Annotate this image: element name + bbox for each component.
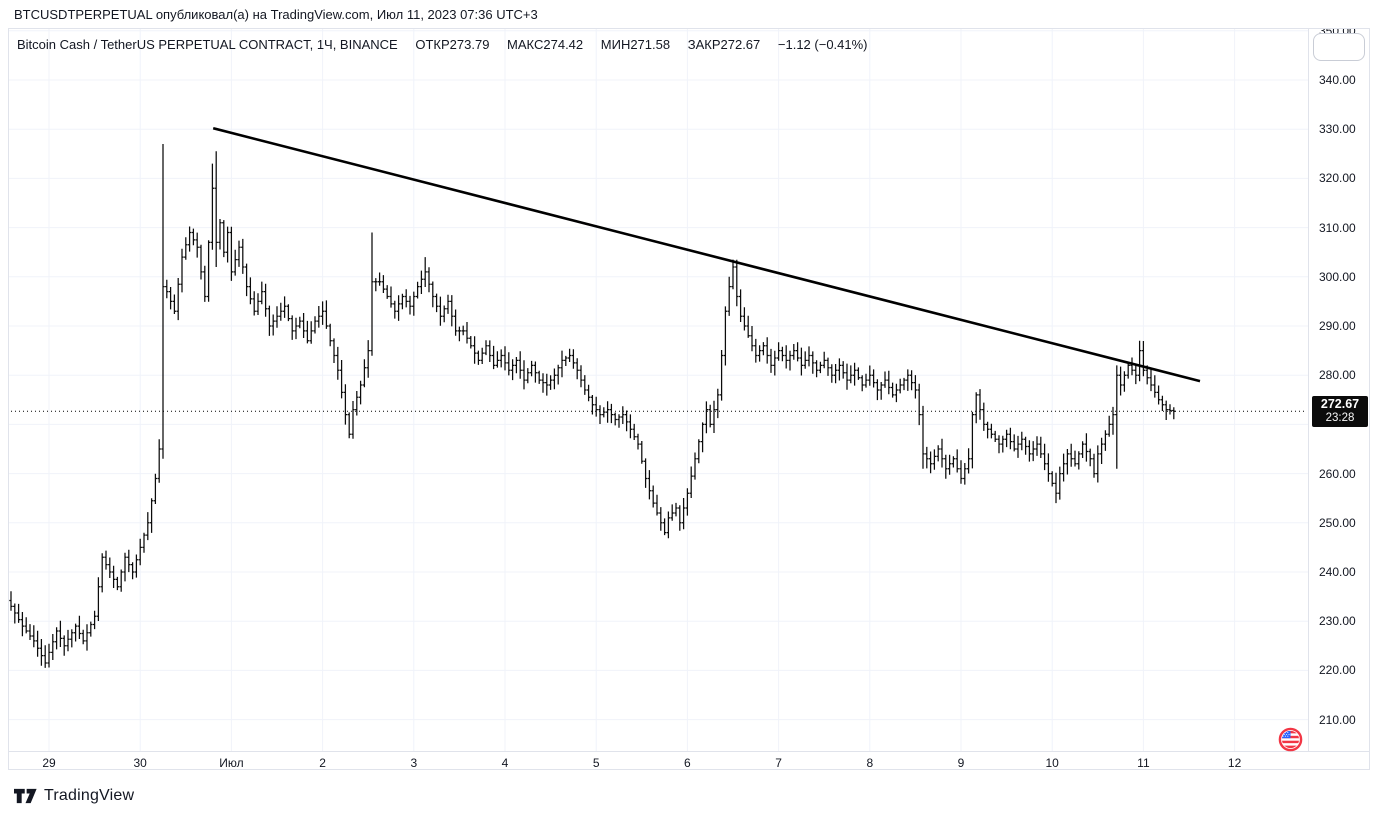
time-scale[interactable]: 29 30 Июл 2 3 4 5 6 7 8 9 10 11 12 xyxy=(9,751,1369,770)
time-axis-label: 4 xyxy=(501,756,509,770)
price-axis-label: 290.00 xyxy=(1319,319,1356,333)
tradingview-logo-text: TradingView xyxy=(44,787,135,804)
price-axis-label: 340.00 xyxy=(1319,73,1356,87)
time-axis-label: 2 xyxy=(319,756,326,770)
price-axis-label: 240.00 xyxy=(1319,565,1356,579)
price-axis-label: 250.00 xyxy=(1319,515,1356,530)
time-axis-label: 5 xyxy=(592,756,600,770)
time-axis-label: 11 xyxy=(1137,756,1150,770)
last-price-badge: 272.67 23:28 xyxy=(1312,395,1368,427)
time-axis-label: 9 xyxy=(957,756,965,770)
time-axis-label: 30 xyxy=(133,756,147,770)
ohlc-low: МИН271.58 xyxy=(600,37,671,52)
header-attribution: BTCUSDTPERPETUAL опубликовал(а) на Tradi… xyxy=(14,7,538,22)
ohlc-bars-series xyxy=(9,144,1176,668)
tradingview-logo-mark-icon xyxy=(14,788,37,804)
time-axis-label: 10 xyxy=(1045,756,1059,770)
time-axis-label: 6 xyxy=(684,756,691,770)
last-price-value: 272.67 xyxy=(1320,396,1360,411)
time-axis-label: 7 xyxy=(775,756,782,770)
bar-countdown-timer: 23:28 xyxy=(1325,411,1355,424)
price-chart-canvas[interactable] xyxy=(9,29,1308,751)
time-axis-label: 3 xyxy=(410,756,418,770)
ohlc-open: ОТКР273.79 xyxy=(415,37,490,52)
ohlc-high: МАКС274.42 xyxy=(507,37,584,52)
time-axis-label: 8 xyxy=(866,756,874,770)
grid-lines xyxy=(9,29,1308,751)
price-axis-label: 230.00 xyxy=(1319,614,1356,629)
price-axis-label: 320.00 xyxy=(1319,171,1356,186)
price-axis-label: 220.00 xyxy=(1319,663,1356,678)
price-axis-label: 330.00 xyxy=(1319,122,1356,137)
time-axis-label: 12 xyxy=(1227,756,1242,770)
chart-legend: Bitcoin Cash / TetherUS PERPETUAL CONTRA… xyxy=(17,37,868,52)
price-axis-label: 310.00 xyxy=(1319,220,1356,235)
change-value: −1.12 (−0.41%) xyxy=(777,37,868,52)
price-axis-label: 260.00 xyxy=(1319,466,1356,481)
time-axis-label: Июл xyxy=(219,756,244,770)
us-session-flag-icon xyxy=(1278,727,1303,752)
price-axis-label: 300.00 xyxy=(1319,269,1356,284)
price-scale[interactable]: 350.00340.00330.00320.00310.00300.00290.… xyxy=(1308,29,1369,751)
descending-trendline[interactable] xyxy=(212,126,1201,383)
ohlc-close: ЗАКР272.67 xyxy=(687,37,761,52)
time-axis-label: 29 xyxy=(42,756,56,770)
tradingview-logo[interactable]: TradingView xyxy=(14,786,134,806)
scale-settings-button[interactable] xyxy=(1313,33,1365,61)
chart-area[interactable]: Bitcoin Cash / TetherUS PERPETUAL CONTRA… xyxy=(8,28,1370,770)
price-axis-label: 210.00 xyxy=(1319,712,1356,727)
price-axis-label: 280.00 xyxy=(1319,368,1356,383)
symbol-title: Bitcoin Cash / TetherUS PERPETUAL CONTRA… xyxy=(17,37,398,52)
